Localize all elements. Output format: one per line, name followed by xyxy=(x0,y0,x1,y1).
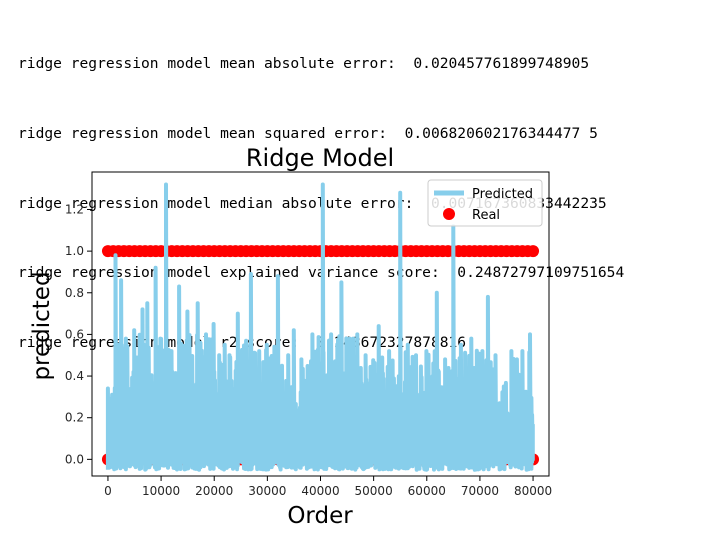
real-point xyxy=(527,245,540,258)
x-tick-label: 0 xyxy=(104,484,112,498)
x-tick-label: 40000 xyxy=(301,484,339,498)
legend-real-swatch xyxy=(443,208,455,220)
output-line-mae: ridge regression model mean absolute err… xyxy=(18,55,590,73)
y-tick-label: 0.2 xyxy=(65,411,84,425)
x-tick-label: 10000 xyxy=(142,484,180,498)
y-tick-label: 0.8 xyxy=(65,286,84,300)
y-tick-label: 0.6 xyxy=(65,327,84,341)
console-output: ridge regression model mean absolute err… xyxy=(18,6,624,377)
y-tick-label: 0.4 xyxy=(65,369,84,383)
x-tick-label: 80000 xyxy=(514,484,552,498)
chart-title: Ridge Model xyxy=(246,144,394,172)
y-axis-label: predicted xyxy=(29,271,55,380)
x-tick-label: 70000 xyxy=(461,484,499,498)
legend-real-label: Real xyxy=(472,208,500,223)
legend-predicted-label: Predicted xyxy=(472,187,533,202)
y-tick-label: 1.0 xyxy=(65,244,84,258)
plot-area xyxy=(101,182,540,472)
x-axis-ticks: 0 10000 20000 30000 40000 50000 60000 70000 8000… xyxy=(104,476,552,498)
x-tick-label: 50000 xyxy=(355,484,393,498)
x-axis-label: Order xyxy=(287,503,353,529)
output-line-mse: ridge regression model mean squared erro… xyxy=(18,125,598,142)
y-tick-label: 0.0 xyxy=(65,452,84,466)
predicted-series-line xyxy=(105,182,535,472)
x-tick-label: 60000 xyxy=(408,484,446,498)
x-tick-label: 20000 xyxy=(195,484,233,498)
x-tick-label: 30000 xyxy=(248,484,286,498)
y-axis-ticks: 0.0 0.2 0.4 0.6 0.8 1.0 1.2 xyxy=(65,202,92,466)
legend: Predicted Real xyxy=(427,179,543,227)
y-tick-label: 1.2 xyxy=(65,202,84,216)
